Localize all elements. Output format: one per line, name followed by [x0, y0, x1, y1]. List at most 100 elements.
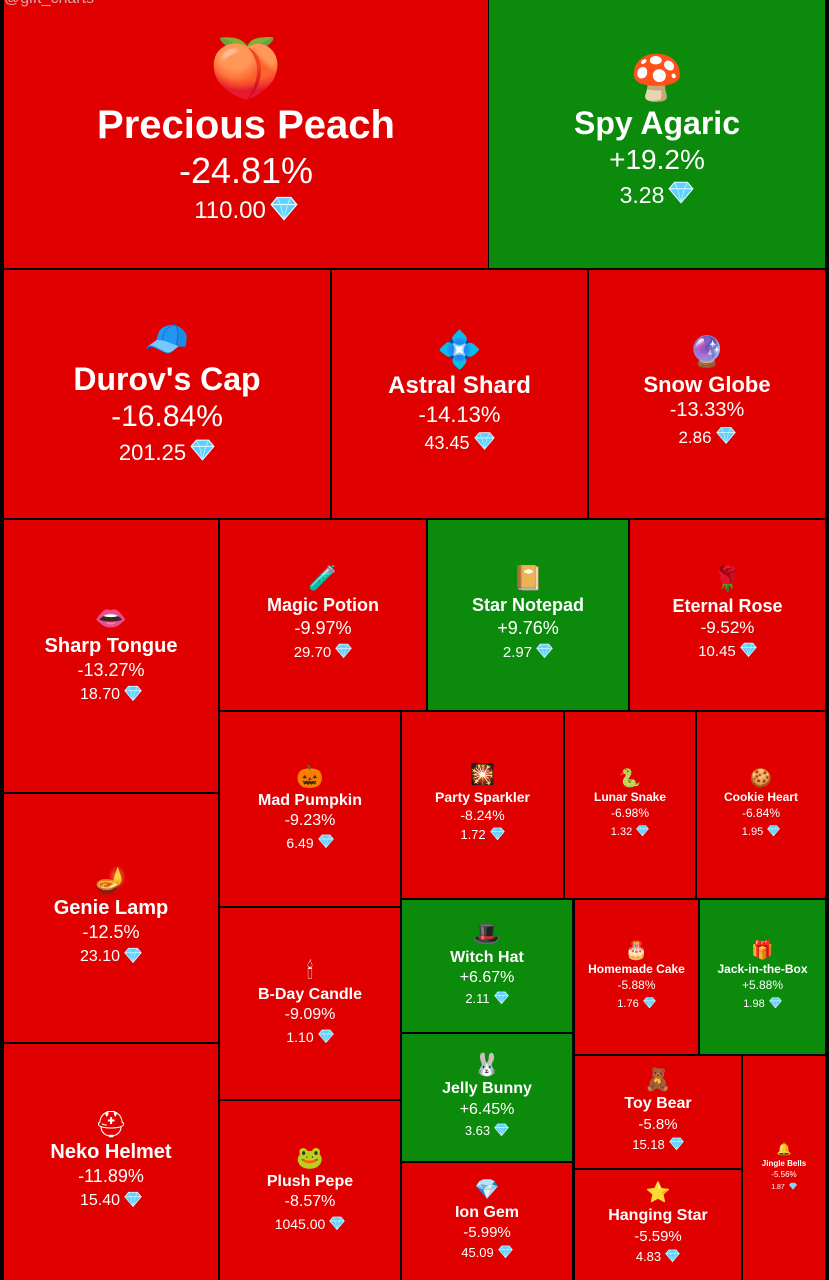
tile-toy-bear[interactable]: 🧸 Toy Bear -5.8% 15.18: [575, 1056, 741, 1168]
diamond-icon: [642, 996, 656, 1013]
gem-icon: 💎: [474, 1178, 500, 1201]
tile-change: -13.27%: [77, 659, 145, 680]
diamond-icon: [329, 1215, 346, 1234]
tile-jingle-bells[interactable]: 🔔 Jingle Bells -5.56% 1.87: [743, 1056, 825, 1280]
tile-change: -13.33%: [669, 399, 745, 422]
tile-change: +6.67%: [459, 969, 515, 987]
watermark: @gift_charts: [4, 0, 94, 8]
tile-astral-shard[interactable]: 💠 Astral Shard -14.13% 43.45: [332, 270, 587, 518]
tile-jelly-bunny[interactable]: 🐰 Jelly Bunny +6.45% 3.63: [402, 1034, 572, 1161]
tile-durov-s-cap[interactable]: 🧢 Durov's Cap -16.84% 201.25: [4, 270, 330, 518]
diamond-icon: [493, 990, 509, 1009]
tile-price: 201.25: [119, 437, 215, 467]
mushroom-icon: 🍄: [629, 54, 685, 104]
tile-party-sparkler[interactable]: 🎇 Party Sparkler -8.24% 1.72: [402, 712, 563, 898]
tile-change: -5.8%: [638, 1115, 678, 1133]
tile-neko-helmet[interactable]: ⛑ Neko Helmet -11.89% 15.40: [4, 1044, 218, 1280]
tile-price: 10.45: [698, 641, 757, 662]
diamond-icon: [665, 1248, 680, 1267]
price-value: 1.72: [460, 827, 486, 843]
tile-price: 15.18: [632, 1136, 684, 1155]
potion-icon: 🧪: [308, 565, 338, 593]
tile-name: Party Sparkler: [435, 788, 530, 805]
tile-name: Jelly Bunny: [442, 1080, 532, 1098]
tile-sharp-tongue[interactable]: 👄 Sharp Tongue -13.27% 18.70: [4, 520, 218, 792]
tile-change: -5.59%: [634, 1227, 682, 1245]
peach-icon: 🍑: [209, 35, 283, 101]
bunny-icon: 🐰: [473, 1052, 501, 1078]
witch-hat-icon: 🎩: [473, 920, 501, 946]
tile-name: Magic Potion: [267, 595, 379, 616]
diamond-icon: [124, 1190, 142, 1213]
tile-change: +6.45%: [459, 1100, 515, 1118]
tile-name: Star Notepad: [471, 595, 585, 616]
price-value: 1.87: [771, 1183, 785, 1191]
tile-cookie-heart[interactable]: 🍪 Cookie Heart -6.84% 1.95: [697, 712, 825, 898]
tile-change: -5.88%: [617, 978, 656, 993]
tile-price: 1.87: [771, 1182, 797, 1193]
diamond-icon: [768, 996, 782, 1013]
tile-snow-globe[interactable]: 🔮 Snow Globe -13.33% 2.86: [589, 270, 825, 518]
tile-price: 1.76: [617, 996, 656, 1013]
tile-price: 1.95: [742, 824, 781, 841]
tile-change: +5.88%: [741, 978, 784, 993]
diamond-icon: [190, 437, 215, 467]
tile-price: 29.70: [294, 642, 353, 663]
star-icon: ⭐: [645, 1182, 671, 1205]
tile-change: -9.97%: [294, 617, 352, 638]
tile-name: Durov's Cap: [73, 360, 261, 397]
rose-icon: 🌹: [712, 565, 743, 593]
price-value: 3.63: [464, 1122, 491, 1138]
tile-magic-potion[interactable]: 🧪 Magic Potion -9.97% 29.70: [220, 520, 426, 710]
tile-change: -9.52%: [700, 618, 755, 638]
diamond-icon: [317, 1028, 334, 1047]
tile-b-day-candle[interactable]: 🕯 B-Day Candle -9.09% 1.10: [220, 908, 400, 1099]
diamond-icon: [335, 642, 353, 663]
tile-name: Plush Pepe: [266, 1173, 354, 1191]
diamond-icon: [124, 684, 142, 707]
tile-genie-lamp[interactable]: 🪔 Genie Lamp -12.5% 23.10: [4, 794, 218, 1042]
tile-star-notepad[interactable]: 📔 Star Notepad +9.76% 2.97: [428, 520, 628, 710]
price-value: 110.00: [194, 197, 266, 225]
tile-name: Genie Lamp: [53, 896, 169, 919]
tile-hanging-star[interactable]: ⭐ Hanging Star -5.59% 4.83: [575, 1170, 741, 1280]
tile-change: -9.09%: [284, 1006, 336, 1024]
tile-price: 6.49: [286, 833, 334, 852]
tile-name: Homemade Cake: [588, 962, 685, 977]
tile-name: Mad Pumpkin: [257, 791, 362, 809]
tile-ion-gem[interactable]: 💎 Ion Gem -5.99% 45.09: [402, 1163, 572, 1280]
price-value: 1045.00: [274, 1216, 326, 1233]
price-value: 45.09: [461, 1245, 494, 1261]
tile-witch-hat[interactable]: 🎩 Witch Hat +6.67% 2.11: [402, 900, 572, 1032]
tile-change: -8.24%: [460, 807, 505, 824]
tile-jack-in-the-box[interactable]: 🎁 Jack-in-the-Box +5.88% 1.98: [700, 900, 825, 1054]
tile-lunar-snake[interactable]: 🐍 Lunar Snake -6.98% 1.32: [565, 712, 695, 898]
tile-name: Cookie Heart: [723, 790, 799, 805]
tile-change: +9.76%: [497, 617, 559, 638]
cap-icon: 🧢: [144, 317, 190, 359]
tile-change: -5.99%: [463, 1224, 511, 1242]
tile-precious-peach[interactable]: 🍑 Precious Peach -24.81% 110.00: [4, 0, 488, 268]
price-value: 23.10: [79, 948, 121, 966]
notebook-icon: 📔: [513, 565, 543, 593]
tile-price: 23.10: [80, 946, 142, 969]
tile-spy-agaric[interactable]: 🍄 Spy Agaric +19.2% 3.28: [489, 0, 825, 268]
price-value: 201.25: [118, 439, 187, 465]
price-value: 29.70: [293, 643, 332, 661]
tile-eternal-rose[interactable]: 🌹 Eternal Rose -9.52% 10.45: [630, 520, 825, 710]
diamond-icon: [270, 194, 298, 229]
price-value: 10.45: [698, 642, 736, 660]
tile-homemade-cake[interactable]: 🎂 Homemade Cake -5.88% 1.76: [575, 900, 698, 1054]
price-value: 15.18: [632, 1136, 665, 1152]
tile-mad-pumpkin[interactable]: 🎃 Mad Pumpkin -9.23% 6.49: [220, 712, 400, 906]
tile-price: 3.63: [465, 1122, 509, 1141]
tile-name: Eternal Rose: [672, 595, 783, 616]
tile-price: 1.32: [611, 824, 650, 841]
sparkler-icon: 🎇: [470, 763, 495, 786]
tile-plush-pepe[interactable]: 🐸 Plush Pepe -8.57% 1045.00: [220, 1101, 400, 1280]
diamond-icon: [788, 1182, 797, 1193]
tile-price: 1.10: [286, 1028, 334, 1047]
tile-change: -5.56%: [771, 1169, 797, 1179]
price-value: 1.98: [743, 997, 765, 1010]
diamond-icon: [668, 1136, 684, 1155]
